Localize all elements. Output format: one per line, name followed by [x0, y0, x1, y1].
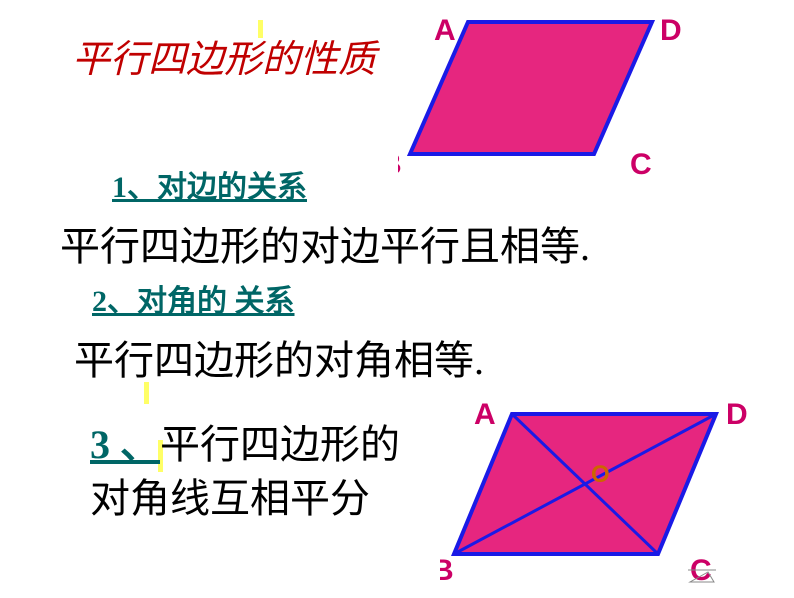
section-3-number: 3 、 — [90, 422, 160, 467]
svg-text:B: B — [440, 554, 454, 587]
section-2-heading: 2、对角的 关系 — [92, 276, 295, 320]
svg-text:A: A — [434, 14, 456, 47]
property-2-text: 平行四边形的对角相等. — [74, 328, 484, 386]
property-1-text: 平行四边形的对边平行且相等. — [60, 214, 590, 272]
svg-text:B: B — [398, 148, 402, 181]
section-3-line2: 对角线互相平分 — [90, 476, 370, 521]
svg-text:O: O — [591, 461, 610, 488]
page-title: 平行四边形的性质 — [72, 28, 376, 83]
svg-text:D: D — [660, 14, 682, 47]
parallelogram-diagram-1: A D B C — [398, 10, 698, 190]
svg-text:D: D — [726, 398, 748, 431]
section-1-heading: 1、对边的关系 — [112, 162, 307, 206]
svg-text:A: A — [474, 398, 496, 431]
section-3-line1: 平行四边形的 — [160, 422, 400, 467]
section-3-block: 3 、平行四边形的 对角线互相平分 — [90, 418, 400, 526]
svg-text:C: C — [630, 148, 652, 181]
ruler-icon — [688, 566, 716, 584]
